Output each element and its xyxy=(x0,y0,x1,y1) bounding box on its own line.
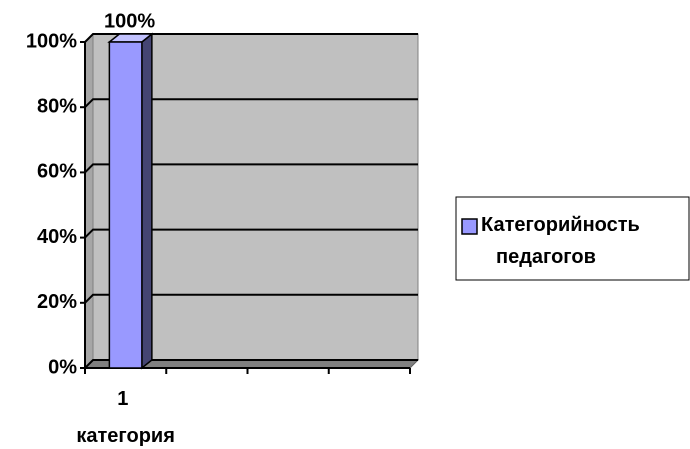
side-wall xyxy=(84,32,94,370)
y-tick-label: 40% xyxy=(37,226,77,248)
bar-side xyxy=(141,32,153,370)
legend-box xyxy=(455,196,690,281)
grid-line xyxy=(84,359,418,369)
y-tick-label: 60% xyxy=(37,161,77,183)
bar xyxy=(108,41,143,369)
grid-line xyxy=(84,163,418,174)
legend-swatch xyxy=(461,218,478,235)
legend-label: Категорийность педагогов xyxy=(481,214,645,268)
x-tick-label: 1 категория xyxy=(76,388,175,447)
grid-line xyxy=(84,98,418,108)
grid-line xyxy=(84,33,418,43)
grid-line xyxy=(84,228,418,239)
y-tick-label: 0% xyxy=(48,356,77,378)
y-tick-label: 20% xyxy=(37,291,77,313)
data-label: 100% xyxy=(104,10,155,32)
y-tick-label: 100% xyxy=(26,30,77,52)
y-tick-label: 80% xyxy=(37,95,77,117)
grid-line xyxy=(84,293,418,304)
